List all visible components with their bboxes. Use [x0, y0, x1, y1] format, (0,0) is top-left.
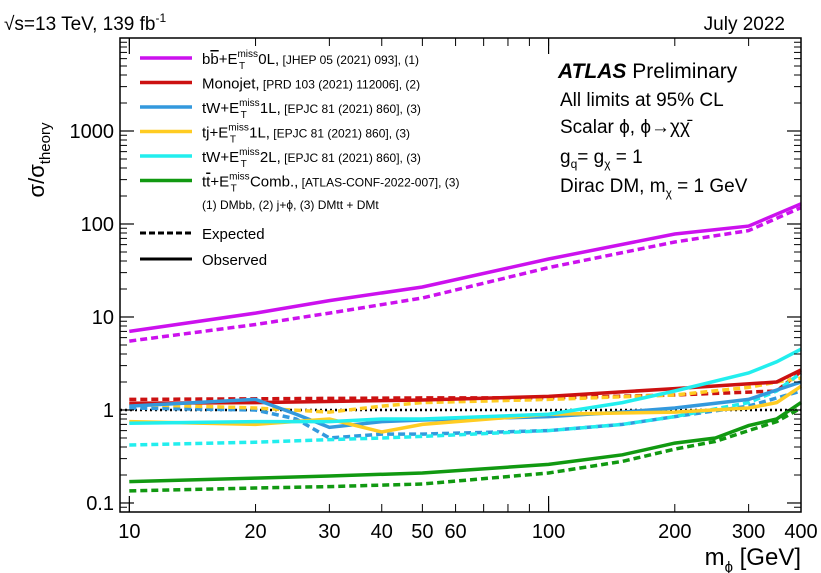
series-observed-line: [129, 368, 802, 406]
x-tick-label: 10: [118, 521, 140, 543]
x-axis-label: mϕ [GeV]: [705, 544, 801, 573]
annotation-model: Scalar ϕ, ϕ→χχ̄: [560, 117, 693, 138]
plot-frame: [119, 37, 802, 513]
y-tick-label: 0.1: [86, 493, 114, 515]
plot-area: [120, 202, 803, 493]
annotation-couplings: gq= gχ = 1: [560, 147, 643, 171]
series-observed-line: [129, 347, 802, 426]
series-expected-line: [129, 389, 802, 440]
header-left: √s=13 TeV, 139 fb-1: [4, 11, 166, 35]
x-tick-label: 50: [411, 521, 433, 543]
legend-style-label: Expected: [202, 226, 265, 243]
series-observed-line: [129, 401, 802, 484]
legend-entry: tj+Emiss T 1L, [EPJC 81 (2021) 860], (3): [202, 123, 410, 146]
legend-entry: bb+Emiss T 0L, [JHEP 05 (2021) 093], (1): [202, 49, 419, 72]
legend: bb+Emiss T 0L, [JHEP 05 (2021) 093], (1) M…: [140, 49, 459, 269]
legend-footnote: (1) DMbb, (2) j+ϕ, (3) DMtt + DMt: [202, 198, 379, 212]
y-tick-label: 1: [103, 400, 114, 422]
series-expected-line: [129, 376, 802, 414]
y-tick-label: 100: [81, 214, 114, 236]
y-tick-label: 10: [92, 307, 114, 329]
series-observed-line: [129, 202, 802, 334]
legend-entry: Monojet, [PRD 103 (2021) 112006], (2): [202, 76, 420, 93]
legend-entry: tt+Emiss T Comb., [ATLAS-CONF-2022-007], …: [202, 172, 459, 195]
annotation-block: ATLAS Preliminary All limits at 95% CL S…: [557, 60, 748, 200]
x-tick-label: 20: [244, 521, 266, 543]
x-tick-label: 200: [658, 521, 691, 543]
annotation-cl: All limits at 95% CL: [560, 90, 724, 111]
series-expected-line: [129, 205, 802, 343]
y-axis-label: σ/σtheory: [24, 122, 54, 197]
legend-entry: tW+Emiss T 1L, [EPJC 81 (2021) 860], (3): [202, 98, 421, 121]
x-tick-label: 30: [318, 521, 340, 543]
x-tick-label: 300: [732, 521, 765, 543]
legend-style-label: Observed: [202, 252, 267, 269]
experiment-label: ATLAS Preliminary: [557, 60, 738, 83]
x-tick-label: 100: [532, 521, 565, 543]
x-tick-label: 400: [784, 521, 817, 543]
annotation-dm-mass: Dirac DM, mχ = 1 GeV: [560, 176, 748, 200]
x-tick-label: 40: [371, 521, 393, 543]
header-right: July 2022: [704, 14, 785, 35]
y-tick-label: 1000: [70, 121, 115, 143]
series-expected-line: [129, 371, 803, 447]
axis-ticks: 0.1 1 10 100 1000 10 20 30 40 50 60 100 200 300 400: [70, 38, 818, 543]
legend-entry: tW+Emiss T 2L, [EPJC 81 (2021) 860], (3): [202, 147, 421, 170]
x-tick-label: 60: [444, 521, 466, 543]
